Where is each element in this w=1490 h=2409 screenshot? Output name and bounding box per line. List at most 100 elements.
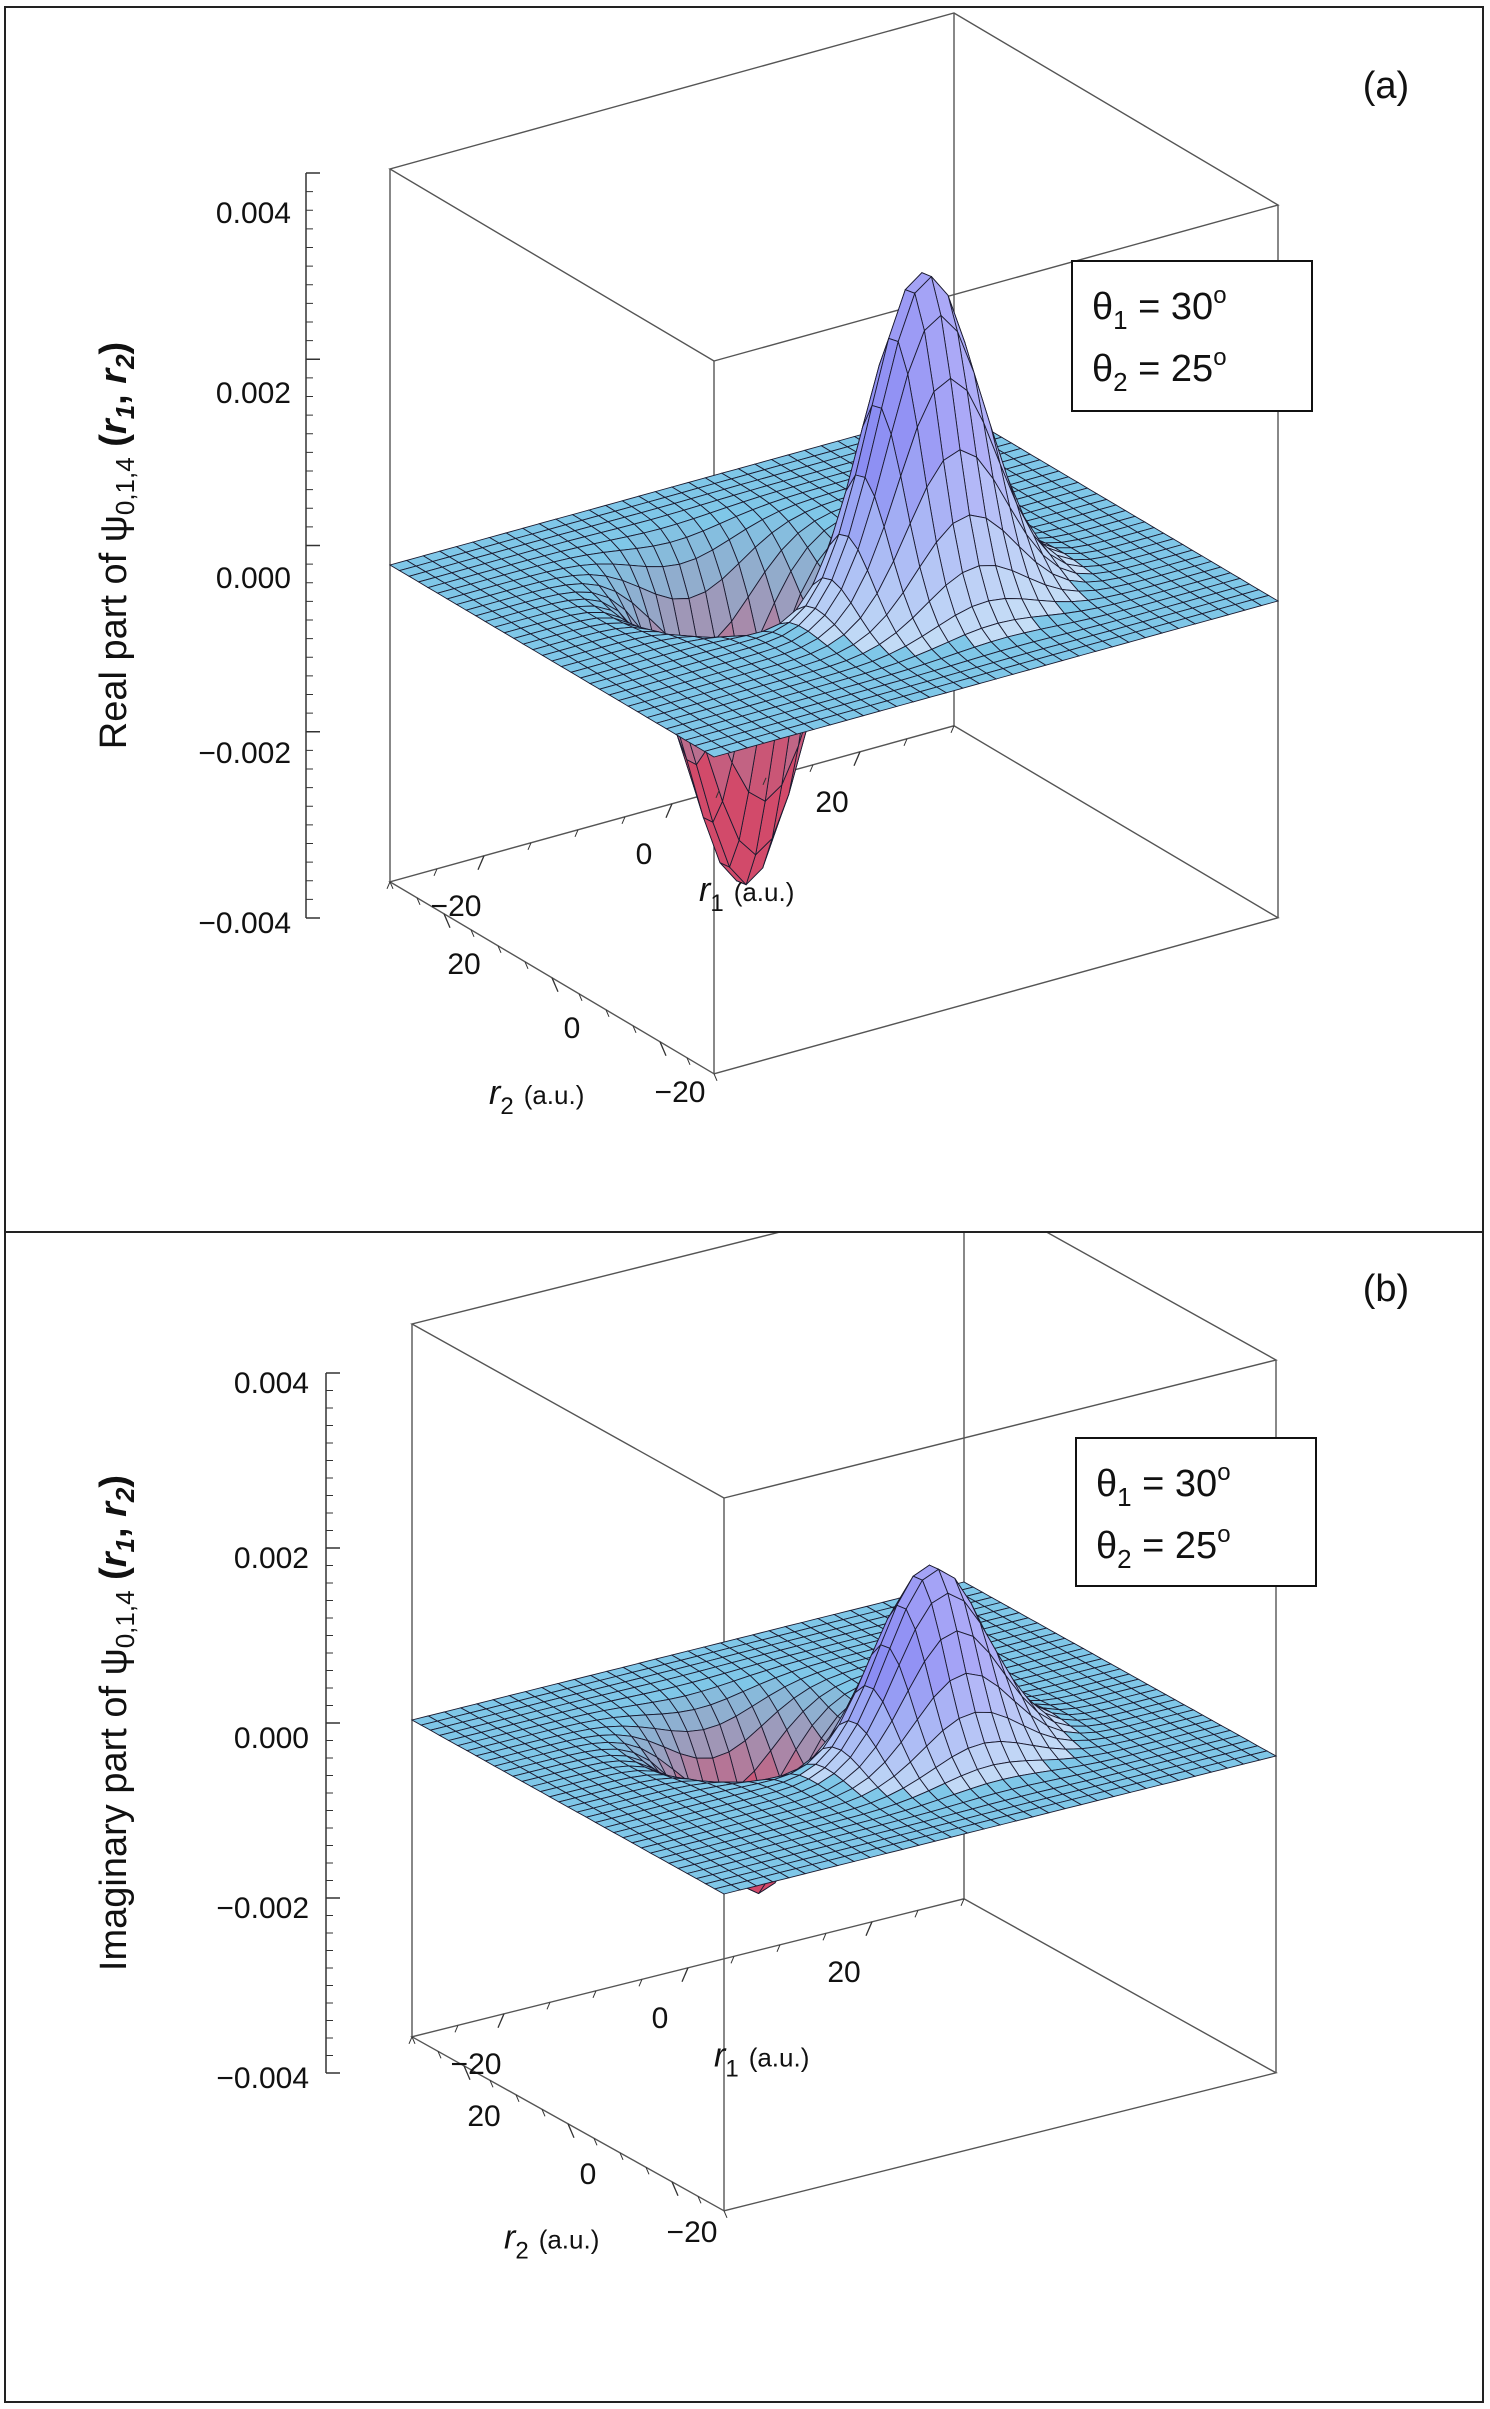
z-tick-label: 0.002 (234, 1542, 309, 1575)
z-tick-label: 0.002 (216, 377, 291, 410)
panel-a: 0.004 0.002 0.000 −0.002 −0.004 −20 0 20 20 0 −20 r… (4, 6, 1484, 1233)
r2-axis-name: r (489, 1074, 502, 1112)
r2-axis-sub: 2 (500, 1093, 513, 1120)
r1-minor-tick (730, 1956, 735, 1964)
r1-minor-tick (914, 1910, 919, 1918)
r2-minor-tick (578, 993, 583, 1001)
r1-minor-tick (809, 764, 814, 772)
r1-minor-tick (960, 1898, 965, 1906)
r2-minor-tick (632, 1025, 637, 1033)
z-axis-label-comma: , (93, 1517, 135, 1538)
r1-tick-label: 20 (827, 1956, 860, 1989)
r1-axis-unit: (a.u.) (734, 877, 795, 907)
z-axis-label-r: r (93, 1500, 135, 1517)
legend-sub: 2 (1113, 367, 1127, 397)
r1-axis-name: r (714, 2036, 727, 2074)
legend-box (1071, 260, 1313, 412)
r2-axis-label: r2 (a.u.) (504, 2218, 599, 2264)
r2-minor-tick (411, 2036, 416, 2044)
r2-axis-unit: (a.u.) (524, 1080, 585, 1110)
r2-minor-tick (593, 2138, 598, 2146)
box-floor-edge (388, 725, 1280, 1075)
r1-minor-tick (480, 855, 485, 863)
legend-sub: 1 (1113, 305, 1127, 335)
r1-minor-tick (433, 868, 438, 876)
r1-minor-tick (684, 1967, 689, 1975)
r2-minor-tick (686, 1057, 691, 1065)
z-axis-label-sub: 0,1,4 (110, 1590, 140, 1648)
r1-minor-tick (950, 725, 955, 733)
r2-minor-tick (723, 2210, 728, 2218)
panel-b: 0.004 0.002 0.000 −0.002 −0.004 −20 0 20 20 0 −20 r… (4, 1231, 1484, 2403)
r1-axis-name: r (699, 871, 712, 909)
legend-theta: θ (1092, 348, 1113, 390)
r1-minor-tick (776, 1944, 781, 1952)
r1-minor-tick (546, 2002, 551, 2010)
r1-axis-unit: (a.u.) (749, 2042, 810, 2072)
r1-tick-label: −20 (431, 890, 482, 923)
r2-minor-tick (697, 2196, 702, 2204)
z-tick-label: 0.000 (234, 1722, 309, 1755)
r2-minor-tick (497, 945, 502, 953)
r2-minor-tick (463, 2065, 468, 2073)
r1-minor-tick (822, 1933, 827, 1941)
legend-theta: θ (1096, 1525, 1117, 1567)
r1-minor-tick (527, 842, 532, 850)
z-tick-label: 0.004 (234, 1367, 309, 1400)
z-axis-label-paren: ( (93, 434, 135, 458)
r1-tick-label: 20 (815, 786, 848, 819)
z-tick-label: 0.004 (216, 197, 291, 230)
r1-minor-tick (386, 881, 391, 889)
r1-minor-tick (638, 1979, 643, 1987)
legend-theta: θ (1096, 1463, 1117, 1505)
z-tick-label: −0.004 (198, 907, 291, 940)
surface-cell (703, 746, 732, 758)
r2-axis-sub: 2 (515, 2237, 528, 2264)
legend-entry: θ1 = 30o (1096, 1459, 1231, 1512)
r2-minor-tick (671, 2181, 676, 2189)
r2-tick-label: −20 (667, 2216, 718, 2249)
z-axis-label-paren: ) (93, 342, 135, 355)
z-tick-label: −0.002 (198, 737, 291, 770)
z-axis-label-r: r (93, 417, 135, 434)
r2-minor-tick (437, 2051, 442, 2059)
panel-label: (a) (1363, 65, 1409, 107)
r1-tick-label: 0 (652, 2002, 669, 2035)
r2-tick-label: 0 (580, 2158, 597, 2191)
r2-axis-label: r2 (a.u.) (489, 1074, 584, 1120)
box-floor-edge (410, 1898, 1278, 2212)
r1-axis-sub: 1 (725, 2055, 738, 2082)
legend-box (1075, 1437, 1317, 1587)
z-axis-label-sub: 0,1,4 (110, 457, 140, 515)
z-axis-label-prefix: Imaginary part of (93, 1675, 135, 1971)
r1-minor-tick (868, 1921, 873, 1929)
z-axis-label-r-sub: 1 (110, 1538, 140, 1552)
r2-axis-name: r (504, 2218, 517, 2256)
r1-minor-tick (408, 2036, 413, 2044)
legend-entry: θ2 = 25o (1092, 344, 1227, 397)
legend-degree: o (1217, 1521, 1230, 1548)
legend-theta: θ (1092, 286, 1113, 328)
r1-axis-label: r1 (a.u.) (714, 2036, 809, 2082)
z-axis-label-r: r (93, 1550, 135, 1567)
r1-axis-sub: 1 (710, 890, 723, 917)
legend-value: = 30 (1128, 286, 1214, 328)
z-axis-label-comma: , (93, 384, 135, 405)
z-axis-label-paren: ) (93, 1475, 135, 1488)
z-axis-label-r: r (93, 367, 135, 384)
r2-tick-label: 0 (564, 1012, 581, 1045)
legend-value: = 25 (1128, 348, 1214, 390)
r2-minor-tick (489, 2080, 494, 2088)
surface-plot-a: 0.004 0.002 0.000 −0.002 −0.004 −20 0 20 20 0 −20 r… (93, 12, 1409, 1120)
box-top-edge (410, 1233, 1278, 1499)
z-axis-label-paren: ( (93, 1567, 135, 1591)
r2-minor-tick (619, 2152, 624, 2160)
r2-minor-tick (524, 961, 529, 969)
r1-minor-tick (574, 829, 579, 837)
r2-minor-tick (645, 2167, 650, 2175)
z-tick-label: −0.004 (216, 2062, 309, 2095)
surface-mesh (388, 271, 1280, 886)
r2-minor-tick (567, 2123, 572, 2131)
legend-entry: θ2 = 25o (1096, 1521, 1231, 1574)
z-axis-label-r-sub: 1 (110, 405, 140, 419)
